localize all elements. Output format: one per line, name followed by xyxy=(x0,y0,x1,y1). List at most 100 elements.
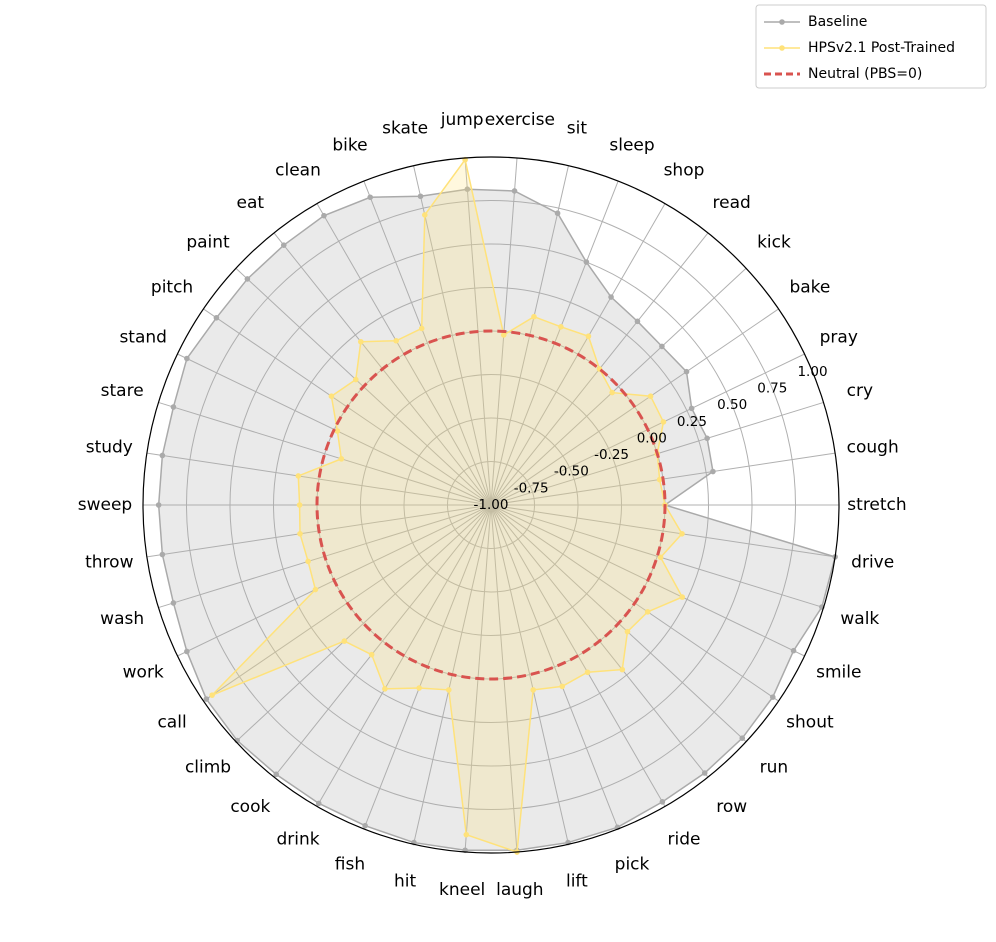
category-label: cough xyxy=(847,437,899,457)
grid-spoke xyxy=(413,165,492,506)
series-point xyxy=(213,314,220,321)
category-label: ride xyxy=(668,829,701,849)
series-point xyxy=(159,551,166,558)
category-label: sweep xyxy=(78,495,132,515)
category-label: wash xyxy=(100,609,144,629)
series-point xyxy=(660,419,667,425)
series-point xyxy=(511,188,518,194)
legend-box xyxy=(755,4,987,89)
grid-spoke xyxy=(363,180,492,506)
series-point xyxy=(382,686,388,692)
category-label: work xyxy=(123,662,164,682)
category-label: stand xyxy=(119,328,167,348)
series-point xyxy=(421,212,428,218)
series-point xyxy=(701,770,708,776)
r-tick-label: -0.75 xyxy=(514,480,549,496)
legend: Baseline HPSv2.1 Post-Trained Neutral (PBS… xyxy=(755,4,987,89)
series-point xyxy=(656,476,663,483)
legend-label: Neutral (PBS=0) xyxy=(808,66,922,82)
series-point xyxy=(445,687,452,693)
series-point xyxy=(418,325,425,332)
series-point xyxy=(393,337,399,344)
grid-spoke xyxy=(490,504,619,830)
series-point xyxy=(184,355,190,362)
category-label: throw xyxy=(85,553,133,573)
category-label: paint xyxy=(186,232,230,252)
series-point xyxy=(500,332,507,338)
series-point xyxy=(367,194,374,201)
category-label: bike xyxy=(332,136,367,156)
series-point xyxy=(554,210,561,217)
r-tick-label: -0.50 xyxy=(554,464,589,480)
series-point xyxy=(295,473,302,479)
series-point xyxy=(679,594,686,600)
series-point xyxy=(679,530,685,537)
series-point xyxy=(328,393,335,400)
series-point xyxy=(683,368,690,375)
legend-dot xyxy=(779,19,785,25)
series-point xyxy=(584,669,591,676)
series-point xyxy=(170,404,177,410)
category-label: drive xyxy=(851,553,894,573)
series-point xyxy=(280,242,287,248)
series-point xyxy=(659,799,666,805)
series-point xyxy=(647,393,654,400)
series-point xyxy=(619,666,626,673)
grid-spoke xyxy=(273,504,492,778)
grid-spoke xyxy=(490,267,747,506)
series-point xyxy=(531,313,537,320)
category-label: shout xyxy=(786,712,834,732)
category-label: laugh xyxy=(496,880,543,900)
category-label: pick xyxy=(615,854,650,874)
r-tick-label: 0.75 xyxy=(757,380,787,396)
category-label: row xyxy=(716,797,747,817)
r-tick-label: -0.25 xyxy=(594,447,629,463)
series-point xyxy=(358,338,364,345)
series-point xyxy=(659,343,665,350)
legend-dot xyxy=(779,45,785,51)
series-point xyxy=(710,468,716,475)
outer-spine xyxy=(142,156,840,854)
category-label: hit xyxy=(394,871,416,891)
category-label: kneel xyxy=(439,880,485,900)
series-point xyxy=(155,502,162,508)
series-point xyxy=(688,405,695,412)
category-label: read xyxy=(713,193,751,213)
series-point xyxy=(203,696,210,702)
series-point xyxy=(170,600,177,606)
category-label: bake xyxy=(789,278,830,298)
series-point xyxy=(297,530,303,537)
category-label: lift xyxy=(566,871,588,891)
grid-spoke xyxy=(158,401,492,506)
category-label: pray xyxy=(820,328,858,348)
category-label: fish xyxy=(335,854,365,874)
category-label: cry xyxy=(847,381,873,401)
category-label: smile xyxy=(816,662,861,682)
series-point xyxy=(296,502,303,508)
series-point xyxy=(769,694,776,700)
category-label: clean xyxy=(275,161,321,181)
series-point xyxy=(321,212,327,219)
category-label: stare xyxy=(101,381,144,401)
series-point xyxy=(559,683,565,690)
grid-spoke xyxy=(490,504,824,609)
category-label: walk xyxy=(840,609,879,629)
grid-spoke xyxy=(235,504,492,743)
r-tick-label: 0.50 xyxy=(717,397,747,413)
category-label: call xyxy=(157,712,186,732)
series-point xyxy=(273,771,279,778)
series-point xyxy=(704,435,710,442)
series-point xyxy=(338,456,345,462)
grid-spoke xyxy=(490,504,836,558)
series-point xyxy=(624,628,631,635)
category-label: cook xyxy=(230,797,270,817)
series-point xyxy=(209,692,215,698)
series-point xyxy=(790,647,797,654)
category-label: sleep xyxy=(609,136,654,156)
series-point xyxy=(334,428,341,434)
series-point xyxy=(644,609,651,615)
category-label: sit xyxy=(567,119,588,139)
series-point xyxy=(417,193,424,200)
grid-spoke xyxy=(146,452,492,506)
legend-label: HPSv2.1 Post-Trained xyxy=(808,40,955,56)
